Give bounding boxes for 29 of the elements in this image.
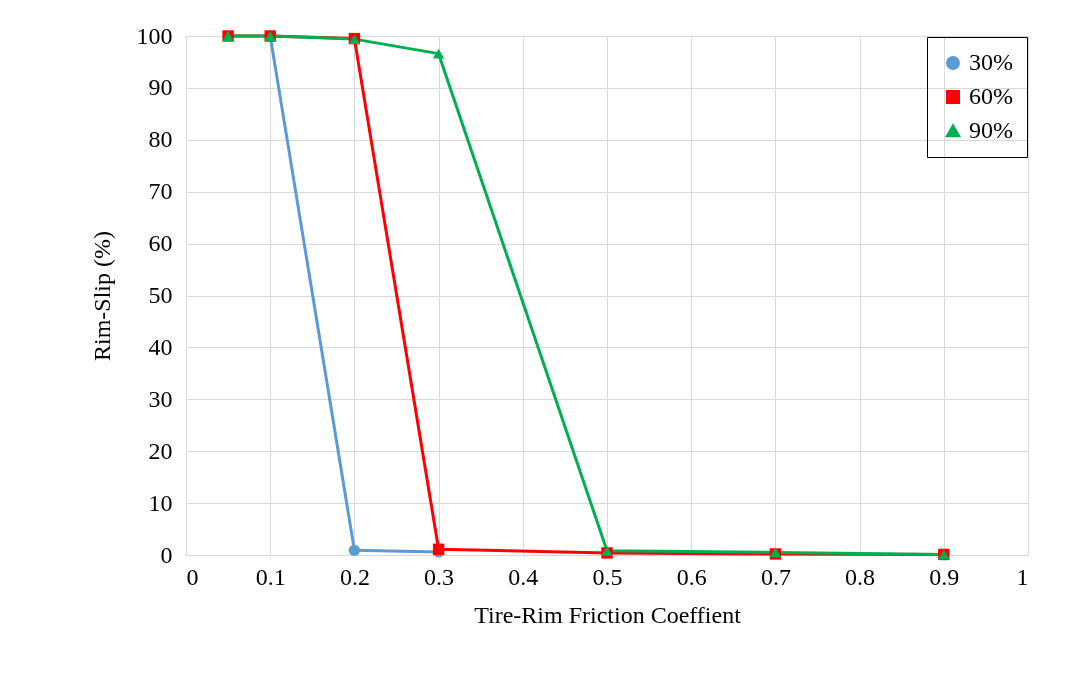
x-axis-title: Tire-Rim Friction Coeffient	[474, 601, 742, 628]
y-tick-label: 50	[148, 282, 173, 308]
y-tick-label: 60	[148, 230, 173, 257]
x-tick-label: 0.3	[424, 563, 455, 590]
y-tick-label: 40	[148, 333, 173, 360]
x-tick-label: 0.4	[508, 563, 539, 590]
y-axis-title: Rim-Slip (%)	[88, 231, 115, 361]
x-tick-label: 0.8	[845, 563, 876, 590]
y-tick-label: 80	[148, 126, 173, 153]
y-tick-label: 70	[148, 178, 173, 205]
point	[348, 544, 361, 557]
x-tick-label: 0.7	[760, 563, 791, 590]
legend-label: 60%	[969, 83, 1013, 109]
legend-label: 30%	[969, 49, 1013, 75]
y-tick-label: 10	[148, 489, 173, 516]
x-tick-label: 0.6	[676, 563, 707, 590]
y-tick-label: 90	[148, 74, 173, 101]
y-tick-label: 30	[148, 385, 173, 412]
legend-label: 90%	[969, 117, 1013, 143]
y-tick-label: 20	[148, 437, 173, 464]
x-tick-label: 0.5	[592, 563, 623, 590]
point	[432, 48, 445, 59]
y-tick-label: 100	[136, 22, 173, 49]
x-tick-label: 0	[186, 563, 199, 590]
x-tick-label: 0.2	[339, 563, 370, 590]
x-tick-label: 0.9	[929, 563, 960, 590]
y-tick-label: 0	[160, 541, 173, 568]
x-tick-label: 1	[1016, 563, 1029, 590]
x-tick-label: 0.1	[255, 563, 286, 590]
